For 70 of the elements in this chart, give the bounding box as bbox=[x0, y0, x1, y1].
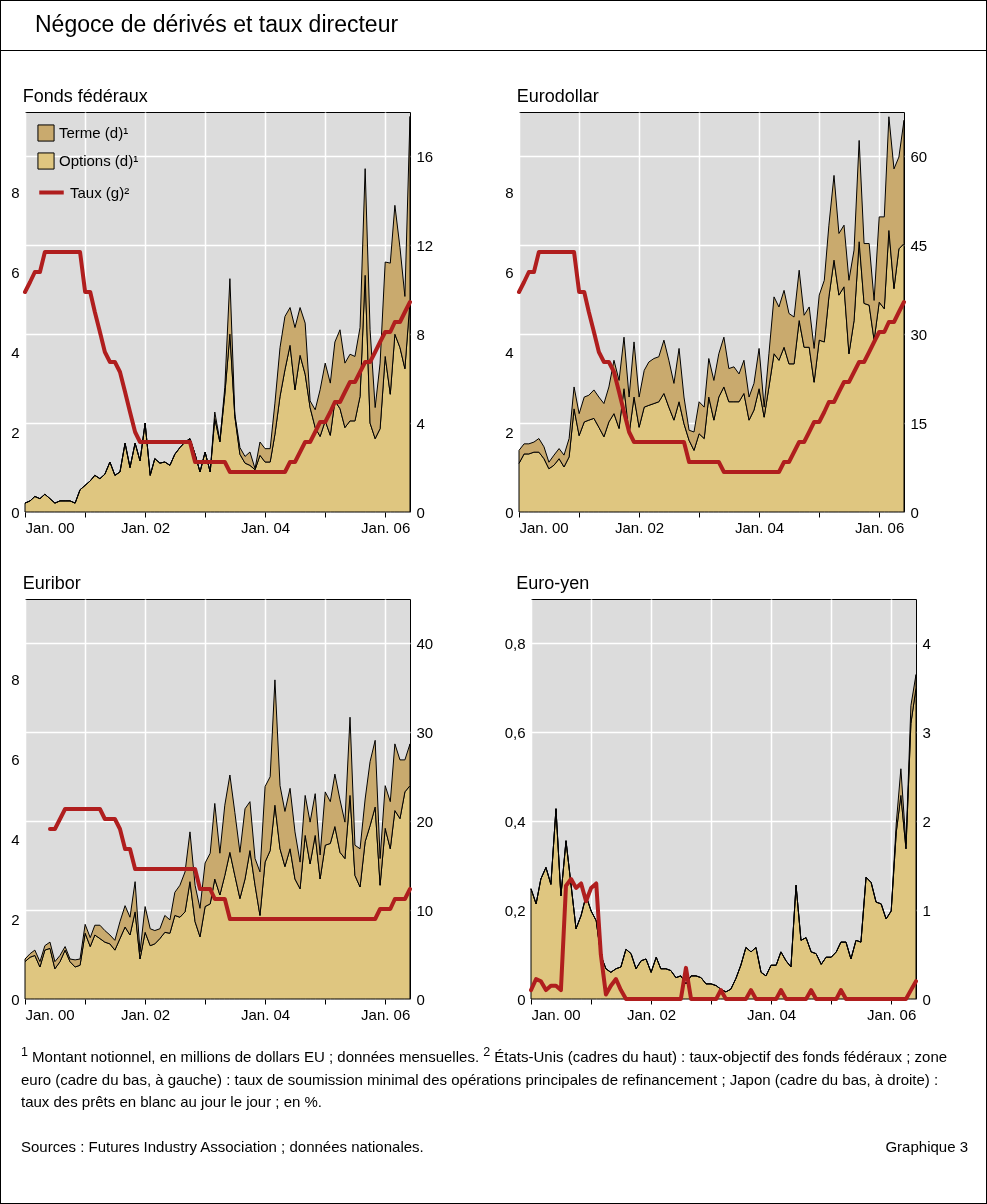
x-tick-label: Jan. 00 bbox=[531, 1005, 581, 1023]
y-tick-label: 0,4 bbox=[504, 812, 526, 830]
chart-title: Euribor bbox=[22, 573, 81, 593]
x-tick-label: Jan. 04 bbox=[240, 518, 291, 536]
y2-tick-label: 30 bbox=[910, 325, 928, 343]
y2-tick-label: 4 bbox=[416, 414, 425, 432]
legend-label: Options (d)¹ bbox=[59, 152, 139, 169]
y-tick-label: 2 bbox=[505, 423, 514, 441]
x-tick-label: Jan. 02 bbox=[121, 518, 171, 536]
y-tick-label: 0,8 bbox=[504, 634, 526, 652]
y-tick-label: 4 bbox=[11, 830, 20, 848]
x-tick-label: Jan. 00 bbox=[25, 518, 75, 536]
y2-tick-label: 8 bbox=[416, 325, 425, 343]
y-tick-label: 0 bbox=[11, 503, 20, 521]
x-tick-label: Jan. 00 bbox=[519, 518, 569, 536]
x-tick-label: Jan. 06 bbox=[361, 518, 411, 536]
x-tick-label: Jan. 02 bbox=[615, 518, 665, 536]
x-tick-label: Jan. 02 bbox=[627, 1005, 677, 1023]
y2-tick-label: 0 bbox=[416, 990, 425, 1008]
y2-tick-label: 40 bbox=[416, 634, 434, 652]
y-tick-label: 6 bbox=[11, 750, 20, 768]
x-tick-label: Jan. 06 bbox=[361, 1005, 411, 1023]
line-series bbox=[23, 250, 412, 474]
y-tick-label: 4 bbox=[11, 343, 20, 361]
line-series bbox=[47, 807, 412, 921]
y2-tick-label: 15 bbox=[910, 414, 928, 432]
y-tick-label: 8 bbox=[505, 183, 514, 201]
y-tick-label: 6 bbox=[11, 263, 20, 281]
y2-tick-label: 45 bbox=[910, 236, 928, 254]
chart-title: Euro-yen bbox=[516, 573, 590, 593]
y-tick-label: 0,6 bbox=[504, 723, 526, 741]
y2-tick-label: 4 bbox=[922, 634, 931, 652]
line-series bbox=[517, 250, 906, 474]
y2-tick-label: 2 bbox=[922, 812, 931, 830]
y-tick-label: 0 bbox=[517, 990, 526, 1008]
text: Graphique 3 bbox=[885, 1136, 968, 1157]
x-tick-label: Jan. 02 bbox=[121, 1005, 171, 1023]
x-tick-label: Jan. 04 bbox=[240, 1005, 291, 1023]
y2-tick-label: 0 bbox=[416, 503, 425, 521]
x-tick-label: Jan. 04 bbox=[746, 1005, 797, 1023]
y-tick-label: 6 bbox=[505, 263, 514, 281]
y-tick-label: 8 bbox=[11, 183, 20, 201]
y2-tick-label: 10 bbox=[416, 901, 434, 919]
y-tick-label: 2 bbox=[11, 423, 20, 441]
source-note: Sources : Futures Industry Association ; données nationales. bbox=[21, 1136, 424, 1157]
y2-tick-label: 3 bbox=[922, 723, 931, 741]
legend-label: Terme (d)¹ bbox=[59, 124, 129, 141]
y-tick-label: 0 bbox=[11, 990, 20, 1008]
x-tick-label: Jan. 00 bbox=[25, 1005, 75, 1023]
y2-tick-label: 0 bbox=[922, 990, 931, 1008]
x-tick-label: Jan. 06 bbox=[855, 518, 905, 536]
chart-title: Eurodollar bbox=[516, 86, 599, 106]
y-tick-label: 2 bbox=[11, 910, 20, 928]
y-tick-label: 0,2 bbox=[504, 901, 526, 919]
text: Négoce de dérivés et taux directeur bbox=[1, 1, 986, 51]
y2-tick-label: 0 bbox=[910, 503, 919, 521]
chart-title: Fonds fédéraux bbox=[22, 86, 148, 106]
y2-tick-label: 12 bbox=[416, 236, 434, 254]
y-tick-label: 0 bbox=[505, 503, 514, 521]
text: $^{1}$ Montant notionnel, en millions de dollars EU ; données mensuelles. $^{2}$ États-Unis (cadres du haut) : taux-objectif des fonds fédéraux ; zone euro (cadre du bas, à gauche) : taux de soumission minimal des opérations principales de refinancement ; Japon (cadre du bas, à droite) : taux des prêts en blanc au jour le jour ; en %. bbox=[21, 1044, 949, 1112]
y2-tick-label: 20 bbox=[416, 812, 434, 830]
y-tick-label: 4 bbox=[505, 343, 514, 361]
x-tick-label: Jan. 06 bbox=[867, 1005, 917, 1023]
x-tick-label: Jan. 04 bbox=[734, 518, 785, 536]
y2-tick-label: 60 bbox=[910, 147, 928, 165]
legend-label: Taux (g)² bbox=[70, 183, 130, 201]
y2-tick-label: 16 bbox=[416, 147, 434, 165]
y2-tick-label: 1 bbox=[922, 901, 931, 919]
y-tick-label: 8 bbox=[11, 670, 20, 688]
y2-tick-label: 30 bbox=[416, 723, 434, 741]
